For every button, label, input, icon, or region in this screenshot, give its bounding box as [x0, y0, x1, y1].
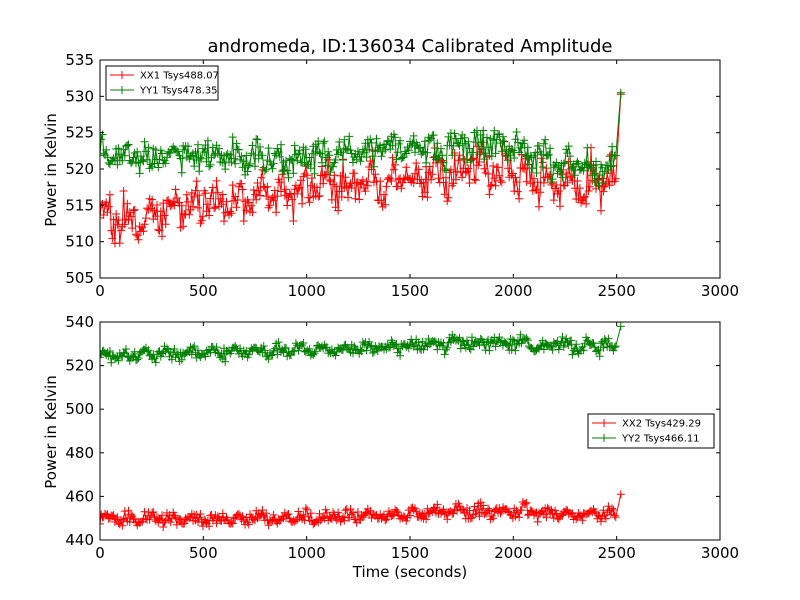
x-tick-label: 500 — [189, 282, 218, 300]
x-tick-label: 1500 — [391, 282, 429, 300]
legend-marker — [118, 71, 126, 79]
series-line — [100, 94, 622, 244]
x-tick-label: 3000 — [701, 282, 739, 300]
legend-entry: XX1 Tsys488.07 — [110, 71, 219, 82]
plus-markers — [100, 88, 625, 190]
chart-bottom-ylabel: Power in Kelvin — [42, 375, 60, 489]
legend-entry: YY2 Tsys466.11 — [592, 434, 700, 445]
legend-marker — [118, 86, 126, 94]
series-2 — [100, 88, 625, 190]
x-tick-label: 0 — [95, 282, 105, 300]
x-tick-label: 1000 — [288, 282, 326, 300]
y-tick-label: 460 — [65, 487, 94, 505]
chart-top-title: andromeda, ID:136034 Calibrated Amplitud… — [207, 36, 612, 57]
legend-marker — [600, 434, 608, 442]
chart-top-xticks: 0 500 1000 1500 2000 2500 3000 — [95, 60, 739, 300]
x-tick-label: 3000 — [701, 544, 739, 562]
y-tick-label: 520 — [65, 160, 94, 178]
series-line — [100, 92, 622, 186]
y-tick-label: 540 — [65, 313, 94, 331]
x-tick-label: 1500 — [391, 544, 429, 562]
y-tick-label: 440 — [65, 531, 94, 549]
y-tick-label: 525 — [65, 124, 94, 142]
x-tick-label: 2500 — [598, 544, 636, 562]
series-1 — [100, 490, 625, 531]
y-tick-label: 520 — [65, 357, 94, 375]
chart-top-marks — [100, 88, 625, 248]
plus-markers — [100, 490, 625, 531]
chart-bottom-yticks: 440 460 480 500 520 540 — [65, 313, 720, 549]
y-tick-label: 510 — [65, 233, 94, 251]
chart-bottom-xlabel: Time (seconds) — [352, 563, 468, 581]
y-tick-label: 500 — [65, 400, 94, 418]
series-markers — [100, 490, 625, 531]
legend-label: YY2 Tsys466.11 — [621, 434, 700, 445]
chart-bottom-marks — [100, 322, 625, 531]
chart-bottom: Time (seconds) Power in Kelvin 0 500 1000 1… — [42, 313, 739, 581]
x-tick-label: 2000 — [494, 544, 532, 562]
chart-top-yticks: 505 510 515 520 525 530 535 — [65, 51, 720, 287]
chart-top-legend: XX1 Tsys488.07 YY1 Tsys478.35 — [105, 65, 219, 101]
series-2 — [100, 322, 625, 367]
legend-marker — [600, 419, 608, 427]
legend-entry: YY1 Tsys478.35 — [110, 86, 218, 97]
legend-entry: XX2 Tsys429.29 — [592, 419, 701, 430]
y-tick-label: 505 — [65, 269, 94, 287]
chart-top-ylabel: Power in Kelvin — [42, 113, 60, 227]
x-tick-label: 2500 — [598, 282, 636, 300]
legend-box — [587, 413, 715, 449]
x-tick-label: 2000 — [494, 282, 532, 300]
legend-label: YY1 Tsys478.35 — [139, 86, 218, 97]
chart-bottom-xticks: 0 500 1000 1500 2000 2500 3000 — [95, 322, 739, 562]
y-tick-label: 530 — [65, 87, 94, 105]
chart-bottom-legend: XX2 Tsys429.29 YY2 Tsys466.11 — [587, 413, 715, 449]
x-tick-label: 500 — [189, 544, 218, 562]
x-tick-label: 0 — [95, 544, 105, 562]
chart-top: andromeda, ID:136034 Calibrated Amplitud… — [42, 36, 739, 300]
legend-label: XX2 Tsys429.29 — [622, 419, 701, 430]
legend-label: XX1 Tsys488.07 — [140, 71, 219, 82]
series-markers — [100, 322, 625, 367]
series-markers — [100, 88, 625, 190]
y-tick-label: 535 — [65, 51, 94, 69]
plus-markers — [100, 322, 625, 367]
legend-box — [105, 65, 219, 101]
x-tick-label: 1000 — [288, 544, 326, 562]
y-tick-label: 480 — [65, 444, 94, 462]
y-tick-label: 515 — [65, 196, 94, 214]
